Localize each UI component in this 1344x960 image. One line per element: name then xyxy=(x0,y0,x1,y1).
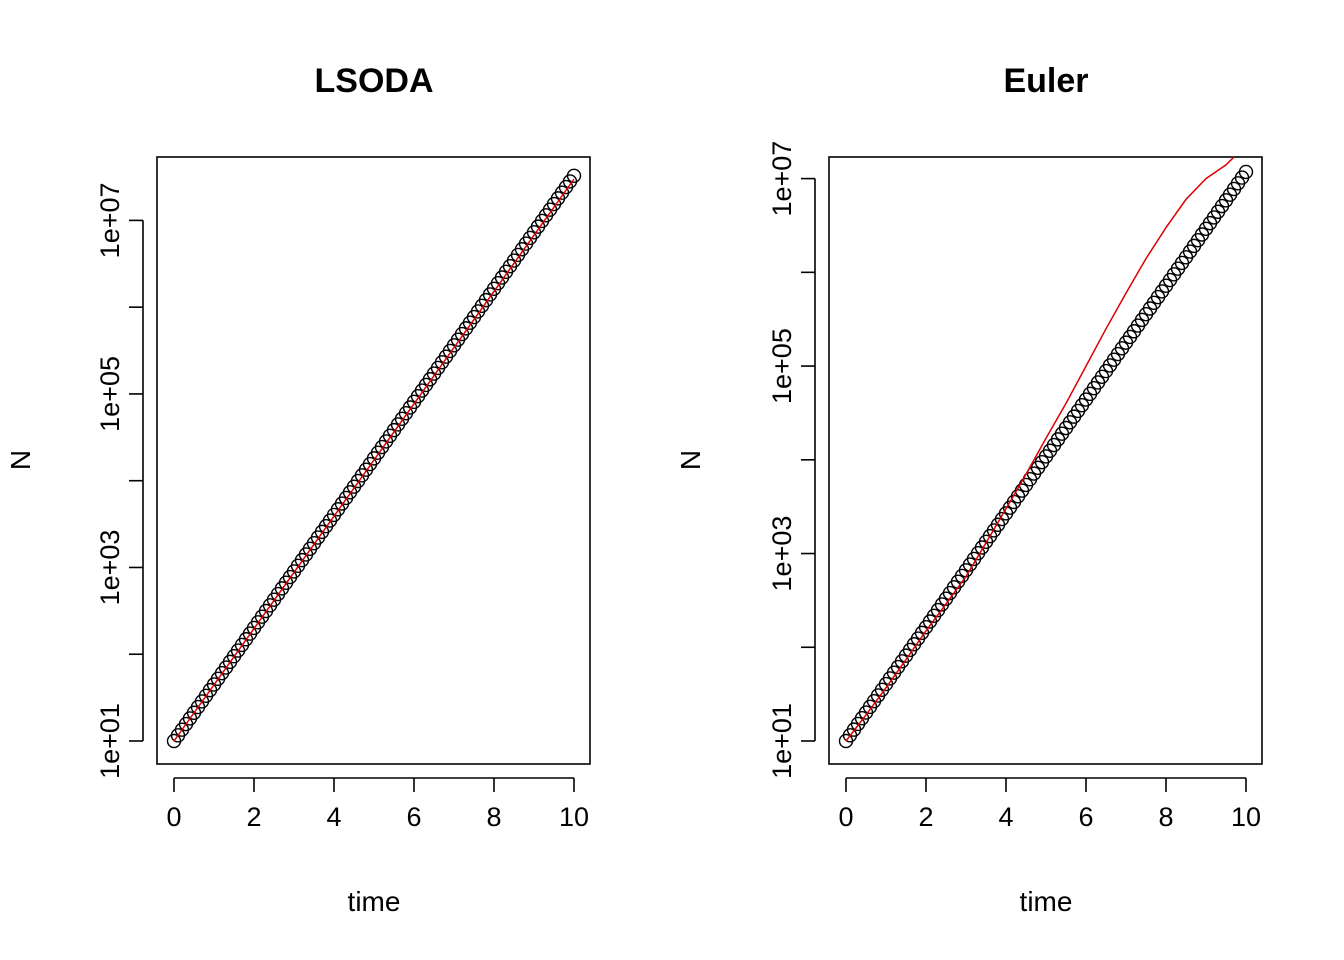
x-tick-label: 6 xyxy=(1078,802,1093,832)
data-point xyxy=(1238,164,1254,180)
x-tick-label: 10 xyxy=(1231,802,1261,832)
plot-frame xyxy=(828,156,1263,765)
y-tick-label: 1e+07 xyxy=(767,141,797,217)
y-tick-label: 1e+05 xyxy=(95,356,125,432)
chart-panel-euler: Euler 0 2 4 6 8 10 1e+01 1e+03 1e+05 1e+07 time N xyxy=(675,62,1263,917)
x-tick-label: 0 xyxy=(838,802,853,832)
y-tick-label: 1e+03 xyxy=(95,530,125,606)
y-tick-label: 1e+05 xyxy=(767,328,797,404)
plot-frame xyxy=(156,156,591,765)
x-tick-label: 0 xyxy=(166,802,181,832)
chart-title: Euler xyxy=(1003,62,1088,100)
series-line xyxy=(173,178,575,742)
x-tick-label: 8 xyxy=(486,802,501,832)
y-tick-label: 1e+01 xyxy=(767,703,797,779)
x-tick-label: 4 xyxy=(998,802,1013,832)
data-point xyxy=(566,168,582,183)
x-tick-label: 6 xyxy=(406,802,421,832)
x-axis-label: time xyxy=(1020,886,1073,917)
y-tick-label: 1e+03 xyxy=(767,516,797,592)
chart-title: LSODA xyxy=(315,62,434,100)
y-tick-label: 1e+01 xyxy=(95,703,125,779)
x-tick-label: 2 xyxy=(246,802,261,832)
series-line xyxy=(845,156,1235,742)
x-tick-label: 2 xyxy=(918,802,933,832)
y-axis-label: N xyxy=(5,450,36,470)
chart-panel-lsoda: LSODA 0 2 4 6 8 10 1e+01 1e+03 1e+05 1e+07 time N xyxy=(5,62,591,917)
x-tick-label: 8 xyxy=(1158,802,1173,832)
y-axis-label: N xyxy=(675,450,706,470)
x-axis-label: time xyxy=(348,886,401,917)
x-tick-label: 4 xyxy=(326,802,341,832)
y-tick-label: 1e+07 xyxy=(95,182,125,258)
x-tick-label: 10 xyxy=(559,802,589,832)
